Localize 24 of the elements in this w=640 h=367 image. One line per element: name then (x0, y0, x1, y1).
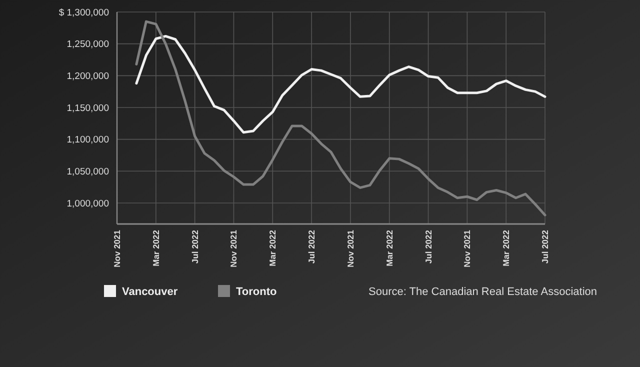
y-tick-label: 1,050,000 (66, 166, 109, 178)
x-tick-label: Nov 2021 (112, 230, 122, 268)
y-tick-label: 1,000,000 (66, 198, 109, 210)
y-tick-label: $ 1,300,000 (58, 7, 109, 18)
y-tick-label: 1,250,000 (66, 39, 109, 50)
x-tick-label: Jul 2022 (306, 230, 317, 264)
source-note: Source: The Canadian Real Estate Association (368, 286, 597, 298)
x-tick-label: Mar 2022 (268, 230, 278, 266)
x-tick-label: Jul 2022 (190, 230, 200, 264)
line-series (135, 34, 546, 134)
x-tick-label: Nov 2021 (228, 230, 239, 268)
x-tick-label: Jul 2022 (540, 230, 550, 264)
x-tick-label: Mar 2022 (150, 230, 161, 266)
x-tick-label: Mar 2022 (501, 230, 512, 266)
legend-label: Toronto (236, 286, 278, 298)
y-tick-label: 1,150,000 (66, 102, 109, 114)
y-tick-label: 1,200,000 (66, 70, 109, 82)
x-tick-label: Jul 2022 (423, 230, 434, 264)
legend-label: Vancouver (122, 286, 178, 298)
line-series (135, 20, 546, 216)
x-tick-label: Nov 2021 (345, 230, 356, 268)
x-tick-label: Mar 2022 (384, 230, 394, 266)
x-tick-label: Nov 2021 (462, 230, 472, 268)
y-tick-label: 1,100,000 (66, 134, 109, 146)
